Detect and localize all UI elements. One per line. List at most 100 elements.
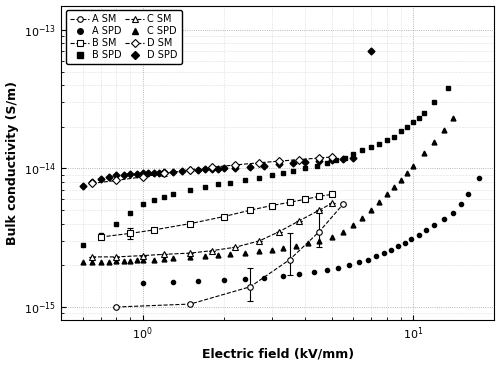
A SPD: [395, 244, 401, 249]
C SPD: [398, 178, 404, 183]
C SPD: [384, 192, 390, 197]
C SPD: [391, 185, 397, 190]
B SPD: [170, 192, 176, 197]
C SPD: [98, 259, 104, 264]
D SPD: [215, 167, 221, 171]
D SPD: [140, 171, 145, 176]
C SPD: [161, 257, 167, 261]
D SPD: [290, 161, 296, 165]
C SPD: [316, 239, 322, 243]
B SPD: [140, 202, 145, 207]
A SPD: [170, 280, 176, 284]
C SPD: [89, 260, 95, 265]
C SPD: [114, 259, 119, 264]
D SPD: [114, 173, 119, 178]
C SPD: [80, 260, 86, 265]
A SPD: [476, 176, 482, 180]
A SPD: [458, 202, 464, 207]
D SPD: [80, 184, 86, 188]
C SPD: [376, 200, 382, 205]
C SPD: [441, 128, 447, 132]
C SPD: [421, 150, 427, 155]
B SPD: [202, 184, 208, 189]
C SPD: [202, 254, 208, 258]
B SPD: [151, 198, 157, 202]
C SPD: [106, 259, 112, 264]
Legend: A SM, A SPD, B SM, B SPD, C SM, C SPD, D SM, D SPD: A SM, A SPD, B SM, B SPD, C SM, C SPD, D…: [66, 10, 182, 64]
C SPD: [340, 229, 346, 234]
B SPD: [404, 124, 410, 129]
C SPD: [410, 163, 416, 168]
B SPD: [432, 100, 438, 105]
A SPD: [346, 263, 352, 268]
C SPD: [432, 140, 438, 144]
C SPD: [350, 223, 356, 227]
B SPD: [410, 120, 416, 124]
A SPD: [221, 278, 227, 282]
D SPD: [221, 166, 227, 171]
B SPD: [334, 158, 340, 162]
Line: B SPD: B SPD: [80, 86, 450, 247]
D SPD: [89, 180, 95, 184]
D SPD: [248, 164, 254, 169]
B SPD: [384, 138, 390, 142]
B SPD: [421, 111, 427, 116]
A SPD: [432, 223, 438, 227]
B SPD: [114, 221, 119, 226]
C SPD: [120, 259, 126, 263]
D SPD: [195, 168, 201, 172]
A SPD: [311, 270, 317, 274]
D SPD: [202, 167, 208, 172]
D SPD: [276, 162, 282, 167]
B SPD: [350, 152, 356, 156]
B SPD: [242, 178, 248, 183]
Y-axis label: Bulk conductivity (S/m): Bulk conductivity (S/m): [6, 81, 18, 245]
D SPD: [151, 171, 157, 175]
B SPD: [128, 210, 134, 215]
Line: A SPD: A SPD: [140, 176, 481, 285]
B SPD: [324, 161, 330, 165]
B SPD: [416, 116, 422, 120]
A SPD: [280, 274, 286, 278]
A SPD: [373, 254, 379, 258]
D SPD: [98, 177, 104, 181]
B SPD: [342, 155, 348, 160]
A SPD: [381, 251, 387, 255]
A SPD: [336, 266, 342, 270]
C SPD: [227, 252, 233, 257]
C SPD: [134, 258, 140, 262]
A SPD: [365, 257, 371, 262]
D SPD: [156, 170, 162, 175]
C SPD: [280, 246, 286, 251]
B SPD: [188, 188, 194, 192]
B SPD: [314, 163, 320, 168]
A SPD: [408, 237, 414, 241]
C SPD: [306, 241, 312, 246]
A SPD: [388, 247, 394, 252]
C SPD: [188, 255, 194, 259]
D SPD: [350, 156, 356, 160]
B SPD: [280, 171, 286, 176]
C SPD: [368, 208, 374, 212]
D SPD: [170, 169, 176, 174]
D SPD: [260, 163, 266, 168]
D SPD: [106, 175, 112, 179]
B SPD: [98, 233, 104, 238]
A SPD: [242, 277, 248, 281]
C SPD: [128, 258, 134, 263]
A SPD: [402, 241, 407, 245]
B SPD: [290, 169, 296, 173]
A SPD: [296, 272, 302, 276]
A SPD: [260, 275, 266, 280]
A SPD: [450, 210, 456, 215]
B SPD: [391, 134, 397, 139]
C SPD: [294, 244, 300, 249]
A SPD: [416, 233, 422, 238]
B SPD: [215, 182, 221, 186]
C SPD: [256, 249, 262, 254]
D SPD: [208, 167, 214, 171]
B SPD: [268, 173, 274, 178]
D SPD: [316, 159, 322, 163]
A SPD: [424, 228, 430, 232]
A SPD: [465, 192, 471, 197]
